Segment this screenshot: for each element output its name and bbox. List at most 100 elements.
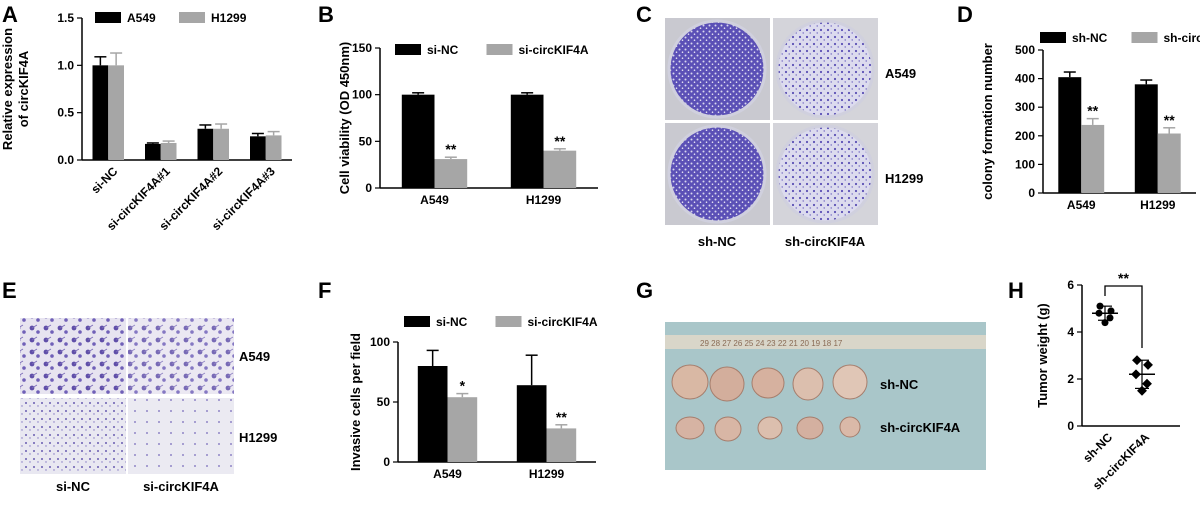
tumor-image bbox=[793, 368, 823, 400]
bar bbox=[544, 151, 577, 188]
significance-label: ** bbox=[1087, 103, 1098, 119]
bar bbox=[511, 95, 544, 188]
panel-e-photo: A549 H1299 si-NC si-circKIF4A bbox=[20, 318, 277, 494]
y-tick-label: 100 bbox=[352, 88, 372, 102]
legend-label: si-NC bbox=[427, 43, 459, 57]
data-point bbox=[1143, 360, 1153, 370]
tumor-image bbox=[833, 365, 867, 399]
bar bbox=[145, 144, 161, 160]
panel-letter-b: B bbox=[318, 2, 334, 27]
legend-swatch bbox=[395, 44, 421, 55]
y-axis-title: Invasive cells per field bbox=[348, 333, 363, 471]
bar bbox=[517, 385, 547, 462]
col-label-si-nc: si-NC bbox=[56, 479, 91, 494]
col-label-sh-circkif4a: sh-circKIF4A bbox=[785, 234, 866, 249]
bar bbox=[266, 135, 282, 160]
legend-label: si-NC bbox=[436, 315, 468, 329]
colony-dish-image bbox=[777, 126, 873, 222]
y-tick-label: 2 bbox=[1067, 372, 1074, 386]
invasion-image bbox=[20, 318, 126, 394]
x-tick-label: si-NC bbox=[88, 164, 120, 196]
legend-swatch bbox=[1040, 32, 1066, 43]
tumor-image bbox=[797, 417, 823, 439]
y-tick-label: 1.5 bbox=[57, 11, 74, 25]
row-label-h1299: H1299 bbox=[885, 171, 923, 186]
panel-c-photo: A549 H1299 sh-NC sh-circKIF4A bbox=[665, 18, 923, 249]
y-tick-label: 100 bbox=[1015, 157, 1035, 171]
y-tick-label: 400 bbox=[1015, 72, 1035, 86]
legend-swatch bbox=[496, 316, 522, 327]
y-tick-label: 300 bbox=[1015, 100, 1035, 114]
panel-letter-a: A bbox=[2, 2, 18, 27]
y-tick-label: 0 bbox=[365, 181, 372, 195]
panel-letter-c: C bbox=[636, 2, 652, 27]
y-axis-title: Cell viability (OD 450nm) bbox=[337, 42, 352, 194]
y-axis-title: colony formation number bbox=[980, 43, 995, 200]
legend-label: H1299 bbox=[211, 11, 247, 25]
col-label-si-circkif4a: si-circKIF4A bbox=[143, 479, 219, 494]
y-tick-label: 200 bbox=[1015, 129, 1035, 143]
colony-dish-image bbox=[669, 21, 765, 117]
y-tick-label: 0 bbox=[1067, 419, 1074, 433]
panel-g-photo: 29 28 27 26 25 24 23 22 21 20 19 18 17 s… bbox=[665, 322, 986, 470]
y-axis-title-line: Relative expression bbox=[0, 28, 15, 150]
y-tick-label: 0.5 bbox=[57, 106, 74, 120]
bar bbox=[108, 65, 124, 160]
data-point bbox=[1142, 379, 1152, 389]
bar bbox=[402, 95, 435, 188]
legend-swatch bbox=[1132, 32, 1158, 43]
x-tick-label: H1299 bbox=[1140, 198, 1176, 212]
y-tick-label: 1.0 bbox=[57, 58, 74, 72]
bar bbox=[93, 65, 109, 160]
panel-letter-f: F bbox=[318, 278, 331, 303]
legend-swatch bbox=[487, 44, 513, 55]
significance-label: ** bbox=[1164, 112, 1175, 128]
significance-label: ** bbox=[445, 141, 456, 157]
tumor-image bbox=[710, 367, 744, 401]
x-tick-label: A549 bbox=[433, 467, 462, 481]
panel-letter-h: H bbox=[1008, 278, 1024, 303]
legend-swatch bbox=[179, 12, 205, 23]
y-tick-label: 50 bbox=[377, 395, 391, 409]
invasion-image bbox=[128, 398, 234, 474]
panel-letter-d: D bbox=[957, 2, 973, 27]
tumor-image bbox=[840, 417, 860, 437]
y-tick-label: 100 bbox=[370, 335, 390, 349]
significance-label: ** bbox=[556, 409, 567, 425]
x-tick-label: sh-NC bbox=[1080, 430, 1115, 465]
x-tick-label: H1299 bbox=[526, 193, 562, 207]
y-axis-title-line: of circKIF4A bbox=[16, 50, 31, 127]
y-tick-label: 50 bbox=[359, 134, 373, 148]
bar bbox=[161, 143, 177, 160]
bar bbox=[1058, 77, 1081, 193]
x-tick-label: A549 bbox=[1067, 198, 1096, 212]
bar bbox=[1158, 134, 1181, 193]
x-tick-label: A549 bbox=[420, 193, 449, 207]
invasion-image bbox=[128, 318, 234, 394]
ruler-markings: 29 28 27 26 25 24 23 22 21 20 19 18 17 bbox=[700, 339, 843, 348]
y-axis-title: Tumor weight (g) bbox=[1035, 303, 1050, 407]
y-tick-label: 0 bbox=[1028, 186, 1035, 200]
tumor-image bbox=[672, 365, 708, 399]
bar bbox=[213, 129, 229, 160]
col-label-sh-nc: sh-NC bbox=[698, 234, 737, 249]
significance-label: * bbox=[460, 378, 466, 394]
legend-label: sh-circKIF4A bbox=[1164, 31, 1200, 45]
invasion-image bbox=[20, 398, 126, 474]
significance-label: ** bbox=[554, 133, 565, 149]
tumor-image bbox=[715, 417, 741, 441]
legend-label: A549 bbox=[127, 11, 156, 25]
bar bbox=[1135, 84, 1158, 193]
chart-d: 0 100 200 300 400 500 colony formation number *… bbox=[980, 31, 1200, 212]
x-tick-label: H1299 bbox=[529, 467, 565, 481]
row-label-a549: A549 bbox=[239, 349, 270, 364]
y-tick-label: 500 bbox=[1015, 43, 1035, 57]
row-label-sh-nc: sh-NC bbox=[880, 377, 919, 392]
row-label-h1299: H1299 bbox=[239, 430, 277, 445]
legend-label: sh-NC bbox=[1072, 31, 1108, 45]
